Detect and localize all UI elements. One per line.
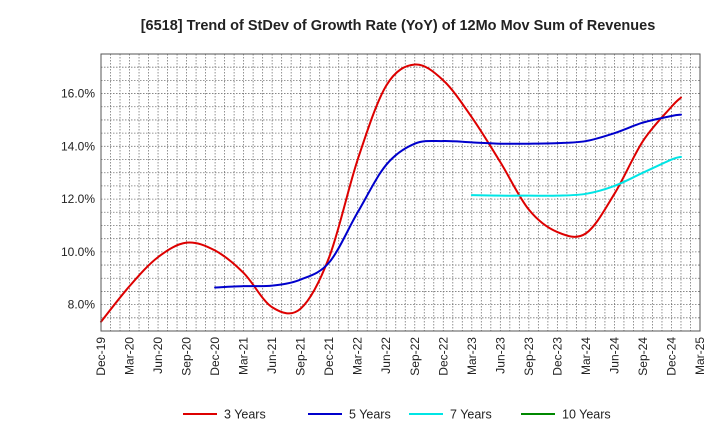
x-tick-label: Mar-25: [693, 337, 707, 375]
x-tick-label: Jun-21: [265, 337, 279, 374]
x-tick-label: Jun-23: [493, 337, 507, 374]
y-tick-label: 16.0%: [61, 87, 95, 101]
legend-label-7-years: 7 Years: [450, 408, 492, 422]
y-tick-label: 10.0%: [61, 245, 95, 259]
x-tick-label: Dec-21: [322, 337, 336, 376]
plot-area: [101, 54, 700, 331]
x-tick-label: Sep-21: [294, 337, 308, 376]
x-tick-label: Sep-22: [408, 337, 422, 376]
series-line-5-years: [214, 113, 682, 289]
x-tick-label: Mar-23: [465, 337, 479, 375]
y-gridlines: [101, 66, 700, 319]
legend: 3 Years 5 Years 7 Years 10 Years: [183, 408, 611, 422]
legend-label-10-years: 10 Years: [562, 408, 611, 422]
y-tick-label: 8.0%: [68, 298, 96, 312]
series-line-3-years: [100, 63, 682, 323]
x-tick-label: Jun-20: [151, 337, 165, 374]
x-tick-label: Mar-22: [351, 337, 365, 375]
series-lines: [100, 63, 682, 323]
x-tick-label: Sep-20: [180, 337, 194, 376]
x-tick-label: Dec-23: [550, 337, 564, 376]
x-tick-label: Dec-22: [436, 337, 450, 376]
series-line-7-years: [470, 155, 682, 197]
x-tick-label: Mar-24: [579, 337, 593, 375]
x-gridlines: [110, 54, 691, 331]
x-tick-label: Jun-22: [379, 337, 393, 374]
y-axis-tick-labels: 8.0% 10.0% 12.0% 14.0% 16.0%: [61, 87, 95, 312]
x-tick-label: Mar-20: [123, 337, 137, 375]
y-tick-label: 14.0%: [61, 139, 95, 153]
x-tick-label: Sep-23: [522, 337, 536, 376]
legend-label-3-years: 3 Years: [224, 408, 266, 422]
x-tick-label: Jun-24: [607, 337, 621, 374]
chart-title: [6518] Trend of StDev of Growth Rate (Yo…: [141, 18, 656, 34]
x-tick-label: Sep-24: [636, 337, 650, 376]
x-tick-label: Dec-19: [94, 337, 108, 376]
x-tick-label: Dec-24: [664, 337, 678, 376]
x-tick-label: Dec-20: [208, 337, 222, 376]
y-tick-label: 12.0%: [61, 192, 95, 206]
plot-frame: [100, 53, 701, 332]
legend-label-5-years: 5 Years: [349, 408, 391, 422]
x-tick-label: Mar-21: [237, 337, 251, 375]
x-axis-tick-labels: Dec-19 Mar-20 Jun-20 Sep-20 Dec-20 Mar-21 Jun-…: [94, 337, 707, 376]
